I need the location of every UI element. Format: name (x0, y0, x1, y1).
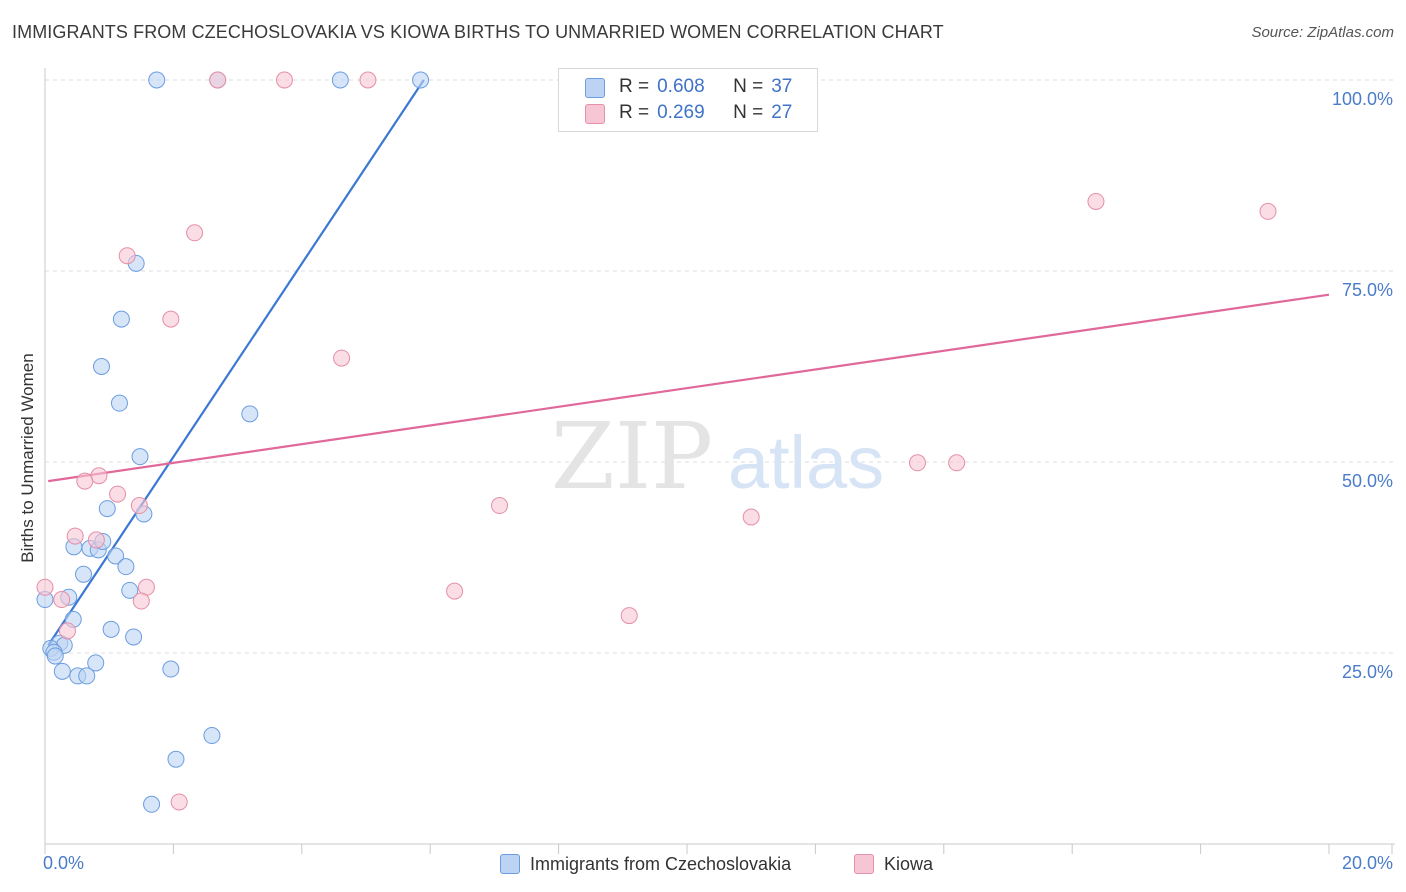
legend-n-label: N = (733, 76, 764, 97)
data-point (162, 310, 180, 328)
legend-r-label: R = (619, 102, 650, 123)
correlation-legend: R = 0.608 N = 37 R = 0.269 N = 27 (558, 68, 818, 132)
data-point (118, 247, 136, 265)
data-point (36, 578, 54, 596)
data-point (742, 508, 760, 526)
series-swatch-pink (854, 854, 874, 874)
series-legend-kiowa: Kiowa (854, 852, 933, 876)
data-point (186, 224, 204, 242)
data-point (908, 454, 926, 472)
data-point (1259, 202, 1277, 220)
y-tick-label: 100.0% (1332, 89, 1393, 109)
data-point (87, 531, 105, 549)
data-points (36, 71, 1277, 813)
data-point (1087, 192, 1105, 210)
data-point (331, 71, 349, 89)
data-point (170, 793, 188, 811)
legend-row-kiowa: R = 0.269 N = 27 (585, 101, 793, 125)
series-legend-czechoslovakia: Immigrants from Czechoslovakia (500, 852, 791, 876)
data-point (148, 71, 166, 89)
series-points-0 (36, 71, 430, 813)
chart-title: IMMIGRANTS FROM CZECHOSLOVAKIA VS KIOWA … (12, 22, 944, 42)
data-point (241, 405, 259, 423)
data-point (132, 592, 150, 610)
data-point (333, 349, 351, 367)
data-point (125, 628, 143, 646)
data-point (90, 467, 108, 485)
data-point (359, 71, 377, 89)
trend-line-1 (48, 293, 1330, 483)
legend-r-value: 0.608 (657, 76, 705, 97)
data-point (620, 607, 638, 625)
data-point (275, 71, 293, 89)
data-point (58, 622, 76, 640)
y-tick-label: 50.0% (1342, 471, 1393, 491)
legend-row-czechoslovakia: R = 0.608 N = 37 (585, 75, 793, 99)
watermark-atlas: atlas (728, 421, 884, 504)
data-point (92, 358, 110, 375)
data-point (131, 448, 149, 466)
tick-labels: 25.0% 50.0% 75.0% 100.0% 0.0% 20.0% (43, 89, 1393, 873)
data-point (143, 795, 161, 813)
x-tick-label: 20.0% (1342, 853, 1393, 873)
data-point (117, 558, 135, 576)
data-point (412, 71, 430, 89)
data-point (112, 310, 130, 328)
data-point (491, 497, 509, 515)
legend-n-label: N = (733, 102, 764, 123)
legend-n-value: 37 (771, 76, 793, 97)
data-point (102, 620, 120, 638)
data-point (948, 454, 966, 472)
gridlines (45, 79, 1395, 654)
data-point (107, 547, 125, 565)
data-point (446, 582, 464, 600)
data-point (46, 647, 64, 665)
data-point (167, 750, 185, 768)
data-point (75, 565, 93, 583)
legend-r-label: R = (619, 76, 650, 97)
x-tick-label: 0.0% (43, 853, 84, 873)
legend-r-value: 0.269 (657, 102, 705, 123)
data-point (209, 71, 227, 89)
data-point (53, 591, 71, 609)
watermark: ZIP atlas (551, 403, 884, 510)
legend-n-value: 27 (771, 102, 793, 123)
trend-lines (47, 79, 1330, 646)
data-point (98, 500, 116, 518)
data-point (109, 485, 127, 503)
axes (44, 68, 1395, 854)
watermark-zip: ZIP (551, 403, 713, 510)
data-point (130, 497, 148, 515)
data-point (66, 527, 84, 545)
data-point (203, 727, 221, 745)
series-points-1 (36, 71, 1277, 811)
data-point (110, 394, 128, 412)
data-point (87, 654, 105, 672)
y-tick-label: 25.0% (1342, 662, 1393, 682)
series-label: Immigrants from Czechoslovakia (530, 853, 792, 874)
legend-swatch-pink (585, 104, 605, 124)
series-swatch-blue (500, 854, 520, 874)
legend-swatch-blue (585, 78, 605, 98)
data-point (76, 472, 94, 490)
y-tick-label: 75.0% (1342, 280, 1393, 300)
data-point (53, 662, 71, 680)
source-label: Source: ZipAtlas.com (1251, 24, 1394, 41)
data-point (78, 667, 96, 685)
series-label: Kiowa (884, 853, 934, 874)
data-point (162, 660, 180, 678)
data-point (121, 581, 139, 599)
